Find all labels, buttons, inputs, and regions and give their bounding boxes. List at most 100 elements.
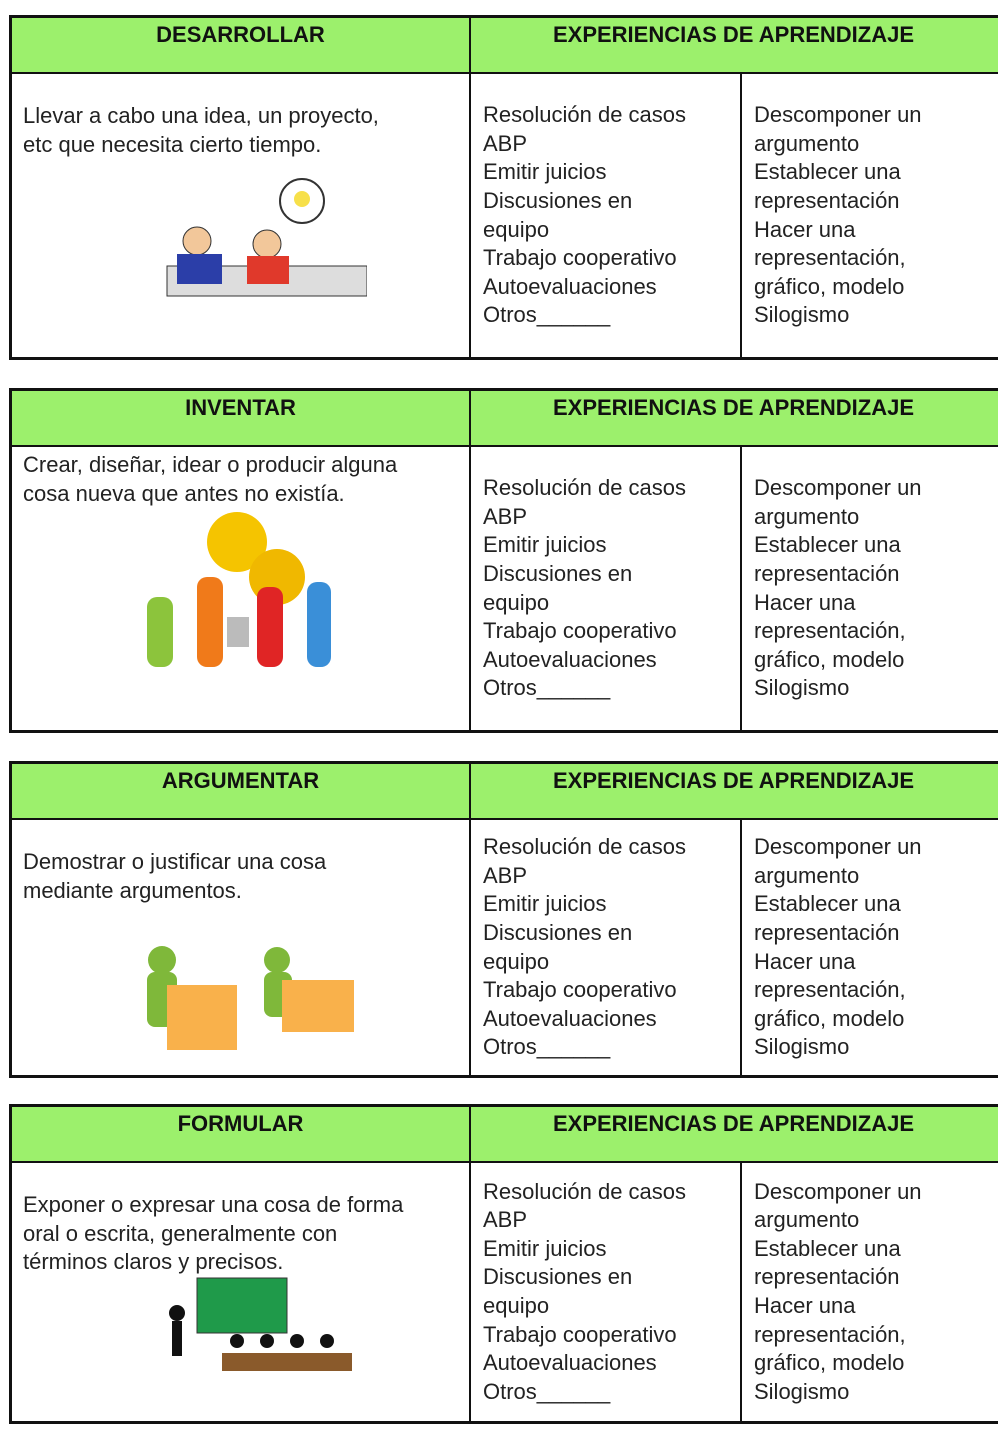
description-cell: Exponer o expresar una cosa de forma oral…	[23, 1191, 463, 1277]
experience-line: ABP	[483, 1207, 528, 1233]
experience-line: Trabajo cooperativo	[483, 245, 677, 271]
description-line: cosa nueva que antes no existía.	[23, 480, 345, 506]
experience-line: gráfico, modelo	[754, 1350, 905, 1376]
experience-line: Resolución de casos	[483, 1178, 687, 1204]
description-cell: Crear, diseñar, idear o producir alguna c…	[23, 451, 463, 508]
experience-line: Trabajo cooperativo	[483, 977, 677, 1003]
header-cell: INVENTAR	[12, 391, 469, 447]
experience-line: Descomponer un	[754, 1178, 922, 1204]
table: ARGUMENTAR EXPERIENCIAS DE APRENDIZAJE Dem…	[9, 761, 998, 1078]
table: INVENTAR EXPERIENCIAS DE APRENDIZAJE Crear…	[9, 388, 998, 733]
experience-line: ABP	[483, 503, 528, 529]
description-line: oral o escrita, generalmente con	[23, 1220, 338, 1246]
experience-line: Hacer una	[754, 948, 856, 974]
divider	[740, 74, 742, 357]
drawing	[320, 1334, 334, 1348]
description-line: Demostrar o justificar una cosa	[23, 849, 327, 874]
experience-line: Emitir juicios	[483, 532, 607, 558]
divider	[469, 1107, 471, 1421]
experience-line: Establecer una	[754, 532, 901, 558]
experience-line: Emitir juicios	[483, 891, 607, 917]
experience-line: Autoevaluaciones	[483, 273, 657, 299]
drawing	[182, 226, 212, 256]
experience-cell: Descomponer un argumento Establecer una rep…	[742, 1163, 998, 1421]
experience-line: Otros______	[483, 1034, 611, 1060]
drawing	[196, 1277, 288, 1334]
experience-line: Otros______	[483, 302, 611, 328]
header-cell: EXPERIENCIAS DE APRENDIZAJE	[469, 391, 998, 447]
drawing	[307, 582, 331, 667]
drawing	[148, 946, 176, 974]
experience-cell: Resolución de casos ABP Emitir juicios Disc…	[471, 447, 740, 730]
experience-line: Resolución de casos	[483, 102, 687, 128]
experience-line: Hacer una	[754, 1293, 856, 1318]
experience-cell: Descomponer un argumento Establecer una rep…	[742, 820, 998, 1075]
experience-line: gráfico, modelo	[754, 273, 905, 299]
experience-line: Otros______	[483, 675, 611, 701]
experience-line: representación,	[754, 1321, 906, 1347]
drawing	[222, 1353, 352, 1371]
header-cell: DESARROLLAR	[12, 18, 469, 74]
experience-line: Discusiones en	[483, 187, 633, 213]
experience-line: representación	[754, 1264, 900, 1290]
experience-line: Trabajo cooperativo	[483, 1321, 677, 1347]
drawing	[252, 229, 282, 259]
experience-line: argumento	[754, 130, 860, 156]
description-line: etc que necesita cierto tiempo.	[23, 131, 322, 157]
experience-line: Discusiones en	[483, 560, 633, 586]
experience-line: Autoevaluaciones	[483, 646, 657, 672]
experience-line: Descomponer un	[754, 475, 922, 501]
experience-line: Autoevaluaciones	[483, 1350, 657, 1376]
drawing	[257, 587, 283, 667]
experience-line: Autoevaluaciones	[483, 1005, 657, 1031]
drawing	[147, 597, 173, 667]
experience-line: Establecer una	[754, 891, 901, 917]
divider	[740, 447, 742, 730]
experience-line: equipo	[483, 216, 550, 242]
experience-line: argumento	[754, 862, 860, 888]
experience-line: Silogismo	[754, 1034, 850, 1060]
experience-line: argumento	[754, 503, 860, 529]
drawing	[260, 1334, 274, 1348]
experience-line: equipo	[483, 1293, 550, 1318]
experience-line: ABP	[483, 130, 528, 156]
header-cell: ARGUMENTAR	[12, 764, 469, 820]
divider	[740, 1163, 742, 1421]
experience-line: representación	[754, 187, 900, 213]
experience-line: Emitir juicios	[483, 159, 607, 185]
experience-line: equipo	[483, 948, 550, 974]
description-line: Exponer o expresar una cosa de forma	[23, 1192, 404, 1217]
experience-line: Silogismo	[754, 675, 850, 701]
header-cell: FORMULAR	[12, 1107, 469, 1163]
experience-line: Silogismo	[754, 302, 850, 328]
experience-line: Discusiones en	[483, 919, 633, 945]
description-line: mediante argumentos.	[23, 877, 242, 903]
description-cell: Llevar a cabo una idea, un proyecto, etc …	[23, 102, 463, 159]
illustration	[147, 512, 331, 667]
description-cell: Demostrar o justificar una cosa mediante …	[23, 848, 463, 905]
drawing	[290, 1334, 304, 1348]
experience-line: Establecer una	[754, 1235, 901, 1261]
experience-cell: Resolución de casos ABP Emitir juicios Disc…	[471, 820, 740, 1075]
table: FORMULAR EXPERIENCIAS DE APRENDIZAJE Expon…	[9, 1104, 998, 1424]
description-line: Crear, diseñar, idear o producir alguna	[23, 452, 398, 477]
drawing	[282, 980, 354, 1032]
experience-line: Discusiones en	[483, 1264, 633, 1290]
table: DESARROLLAR EXPERIENCIAS DE APRENDIZAJE Ll…	[9, 15, 998, 360]
experience-line: ABP	[483, 862, 528, 888]
divider	[469, 764, 471, 1075]
experience-line: representación,	[754, 977, 906, 1003]
divider	[740, 820, 742, 1075]
experience-line: equipo	[483, 589, 550, 615]
experience-line: Hacer una	[754, 589, 856, 615]
experience-line: Otros______	[483, 1378, 611, 1404]
experience-line: Establecer una	[754, 159, 901, 185]
drawing	[197, 577, 223, 667]
experience-line: Trabajo cooperativo	[483, 618, 677, 644]
description-line: Llevar a cabo una idea, un proyecto,	[23, 103, 379, 128]
drawing	[177, 254, 222, 284]
experience-line: Resolución de casos	[483, 834, 687, 860]
experience-cell: Resolución de casos ABP Emitir juicios Disc…	[471, 74, 740, 357]
experience-line: representación,	[754, 618, 906, 644]
experience-line: representación,	[754, 245, 906, 271]
